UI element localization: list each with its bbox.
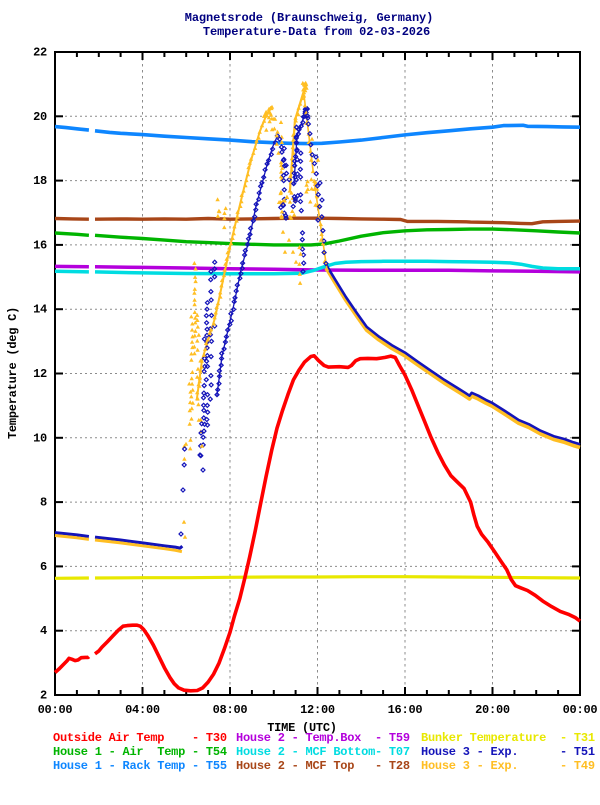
svg-text:House 3 - Exp. - T49: House 3 - Exp. - T49: [421, 759, 595, 773]
svg-text:Magnetsrode (Braunschweig, Ger: Magnetsrode (Braunschweig, Germany): [185, 11, 434, 25]
svg-text:8: 8: [40, 496, 47, 510]
svg-text:14: 14: [33, 303, 47, 317]
svg-text:00:00: 00:00: [563, 703, 598, 717]
svg-text:6: 6: [40, 560, 47, 574]
svg-text:2: 2: [40, 689, 47, 703]
svg-text:10: 10: [33, 431, 47, 445]
svg-text:00:00: 00:00: [38, 703, 73, 717]
svg-text:House 2 - Temp.Box - T59: House 2 - Temp.Box - T59: [236, 731, 410, 745]
svg-text:20:00: 20:00: [475, 703, 510, 717]
svg-text:Bunker Temperature - T31: Bunker Temperature - T31: [421, 731, 595, 745]
svg-text:TIME (UTC): TIME (UTC): [267, 721, 337, 735]
svg-text:House 1 - Rack Temp - T55: House 1 - Rack Temp - T55: [53, 759, 227, 773]
svg-text:18: 18: [33, 174, 47, 188]
svg-text:16: 16: [33, 238, 47, 252]
svg-text:20: 20: [33, 110, 47, 124]
svg-text:House 2 - MCF Top - T28: House 2 - MCF Top - T28: [236, 759, 410, 773]
svg-text:House 1 - Air Temp - T54: House 1 - Air Temp - T54: [53, 745, 227, 759]
svg-text:House 2 - MCF Bottom- T07: House 2 - MCF Bottom- T07: [236, 745, 410, 759]
svg-text:4: 4: [40, 624, 47, 638]
svg-text:Outside Air Temp - T30: Outside Air Temp - T30: [53, 731, 227, 745]
svg-text:08:00: 08:00: [213, 703, 248, 717]
svg-text:16:00: 16:00: [388, 703, 423, 717]
svg-text:12:00: 12:00: [300, 703, 335, 717]
svg-text:Temperature (deg C): Temperature (deg C): [6, 307, 20, 439]
svg-text:22: 22: [33, 46, 47, 60]
svg-text:House 3 - Exp. - T51: House 3 - Exp. - T51: [421, 745, 595, 759]
svg-text:04:00: 04:00: [125, 703, 160, 717]
svg-text:Temperature-Data from 02-03-20: Temperature-Data from 02-03-2026: [203, 25, 430, 39]
svg-text:12: 12: [33, 367, 47, 381]
